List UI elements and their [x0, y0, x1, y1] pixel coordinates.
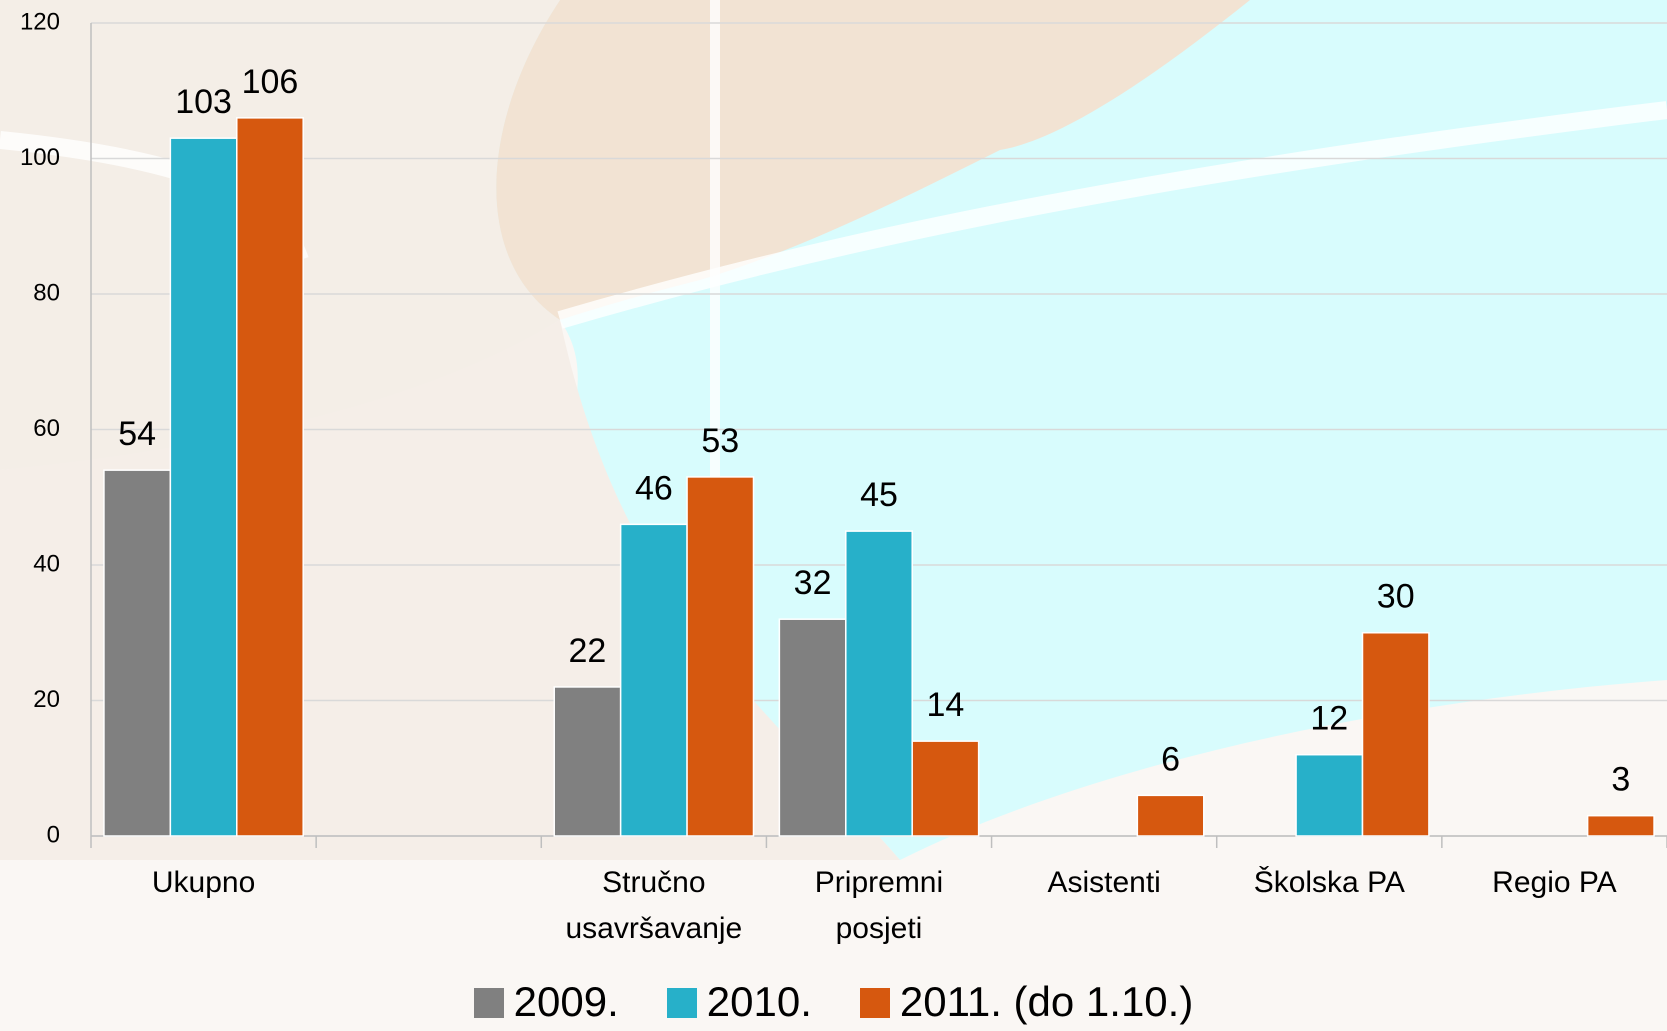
data-label: 6 [1161, 740, 1180, 778]
x-tick-label: Regio PA [1442, 860, 1667, 906]
legend-swatch [474, 988, 504, 1018]
legend-label: 2010. [707, 978, 812, 1025]
legend-item: 2010. [667, 978, 812, 1025]
x-tick-label: Školska PA [1217, 860, 1442, 906]
bar [170, 138, 236, 836]
x-tick-label: Pripremni posjeti [766, 860, 991, 952]
legend-swatch [667, 988, 697, 1018]
bar [1137, 795, 1203, 836]
bar [687, 477, 753, 836]
bar [1362, 633, 1428, 836]
y-tick-label: 100 [20, 144, 60, 171]
bar [779, 619, 845, 836]
legend: 2009. 2010. 2011. (do 1.10.) [0, 978, 1667, 1026]
data-label: 54 [118, 415, 156, 453]
data-label: 53 [701, 422, 739, 460]
y-tick-label: 40 [33, 550, 60, 577]
chart: 0 20 40 60 80 100 120 54 103 106 22 46 53 32 45 14 6 12 3… [0, 0, 1667, 1031]
bar [621, 524, 687, 836]
legend-label: 2009. [514, 978, 619, 1025]
data-label: 106 [242, 63, 299, 101]
x-tick-label: Ukupno [91, 860, 316, 906]
bar [554, 687, 620, 836]
y-tick-label: 120 [20, 8, 60, 35]
data-label: 12 [1310, 700, 1348, 738]
x-tick-label: Stručno usavršavanje [541, 860, 766, 952]
y-tick-label: 0 [47, 821, 60, 848]
data-label: 14 [927, 686, 965, 724]
data-label: 103 [175, 83, 232, 121]
x-tick-label: Asistenti [992, 860, 1217, 906]
y-tick-label: 80 [33, 279, 60, 306]
legend-item: 2009. [474, 978, 619, 1025]
data-label: 46 [635, 469, 673, 507]
bar [912, 741, 978, 836]
y-tick-label: 20 [33, 686, 60, 713]
data-label: 3 [1611, 761, 1630, 799]
data-label: 30 [1377, 578, 1415, 616]
y-tick-label: 60 [33, 415, 60, 442]
bar [1588, 816, 1654, 836]
data-label: 45 [860, 476, 898, 514]
bar [1296, 755, 1362, 836]
bar [846, 531, 912, 836]
data-label: 22 [569, 632, 607, 670]
legend-swatch [860, 988, 890, 1018]
bar [237, 118, 303, 836]
data-label: 32 [794, 564, 832, 602]
legend-item: 2011. (do 1.10.) [860, 978, 1193, 1025]
legend-label: 2011. (do 1.10.) [900, 978, 1193, 1025]
bar [104, 470, 170, 836]
